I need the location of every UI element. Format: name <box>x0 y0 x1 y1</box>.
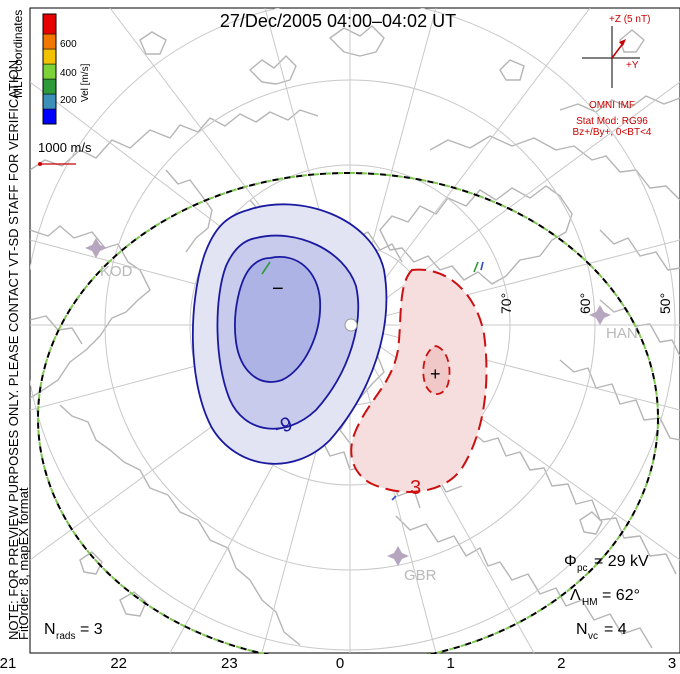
svg-text:Λ: Λ <box>570 587 581 604</box>
hm-boundary-green <box>37 172 659 654</box>
imf-condition: Bz+/By+, 0<BT<4 <box>573 127 652 138</box>
imf-y-label: +Y <box>626 60 639 71</box>
svg-text:HM: HM <box>582 597 598 608</box>
stats-n-rads: N rads = 3 <box>44 621 103 642</box>
positive-max-marker: + <box>430 364 441 384</box>
svg-text:Φ: Φ <box>564 553 577 570</box>
negative-min-marker: − <box>272 278 284 300</box>
mlt-axis: 21 22 23 0 1 2 3 <box>0 655 676 672</box>
imf-model: Stat Mod: RG96 <box>576 116 648 127</box>
svg-text:GBR: GBR <box>404 567 437 584</box>
svg-text:rads: rads <box>56 631 75 642</box>
mlat-label-50: 50° <box>657 293 673 314</box>
fit-order-note: FitOrder: 8, mapEX format <box>16 487 31 640</box>
mlt-tick-label: 23 <box>221 655 238 672</box>
station-kod: KOD <box>85 238 133 280</box>
positive-contour-inner <box>422 345 451 395</box>
imf-source: OMNI IMF <box>589 100 635 111</box>
stats-lambda-hm: Λ HM = 62° <box>570 587 640 608</box>
n-vc-value: = 4 <box>604 621 627 638</box>
imf-z-label: +Z (5 nT) <box>609 14 650 25</box>
vector-scale: 1000 m/s <box>38 140 92 166</box>
velocity-vectors <box>261 261 484 501</box>
imf-dial: +Z (5 nT) +Y OMNI IMF Stat Mod: RG96 Bz+… <box>573 14 652 138</box>
preview-note: NOTE: FOR PREVIEW PURPOSES ONLY. PLEASE … <box>6 56 21 640</box>
positive-contour-label: 3 <box>410 477 421 499</box>
mlt-tick-label: 21 <box>0 655 16 672</box>
coordinate-system-label: MLT coordinates <box>11 10 25 98</box>
station-gbr: GBR <box>387 546 437 584</box>
mlt-tick-label: 2 <box>557 655 565 672</box>
colorbar-tick-400: 400 <box>60 68 77 79</box>
svg-text:pc: pc <box>577 563 588 574</box>
station-han: HAN <box>589 305 638 342</box>
pole-marker <box>344 318 358 332</box>
mlt-tick-label: 1 <box>446 655 454 672</box>
svg-text:HAN: HAN <box>606 325 638 342</box>
phi-pc-value: = 29 kV <box>594 553 649 570</box>
svg-text:vc: vc <box>588 631 598 642</box>
mlt-tick-label: 3 <box>668 655 676 672</box>
svg-text:KOD: KOD <box>100 263 133 280</box>
mlat-label-60: 60° <box>577 293 593 314</box>
page-title: 27/Dec/2005 04:00–04:02 UT <box>220 11 456 31</box>
colorbar-label: Vel [m/s] <box>80 63 91 102</box>
positive-cell-fill <box>350 268 488 493</box>
mlt-tick-label: 22 <box>110 655 127 672</box>
n-rads-value: = 3 <box>80 621 103 638</box>
lambda-hm-value: = 62° <box>602 587 640 604</box>
svg-text:N: N <box>576 621 588 638</box>
negative-contour-inner <box>234 256 321 383</box>
velocity-colorbar: 200 400 600 Vel [m/s] <box>42 13 91 125</box>
colorbar-tick-200: 200 <box>60 95 77 106</box>
vector-scale-label: 1000 m/s <box>38 140 92 155</box>
stats-n-vc: N vc = 4 <box>576 621 627 642</box>
svg-text:N: N <box>44 621 56 638</box>
stats-phi-pc: Φ pc = 29 kV <box>564 553 649 574</box>
mlat-label-70: 70° <box>498 293 514 314</box>
colorbar-tick-600: 600 <box>60 39 77 50</box>
mlt-tick-label: 0 <box>336 655 344 672</box>
